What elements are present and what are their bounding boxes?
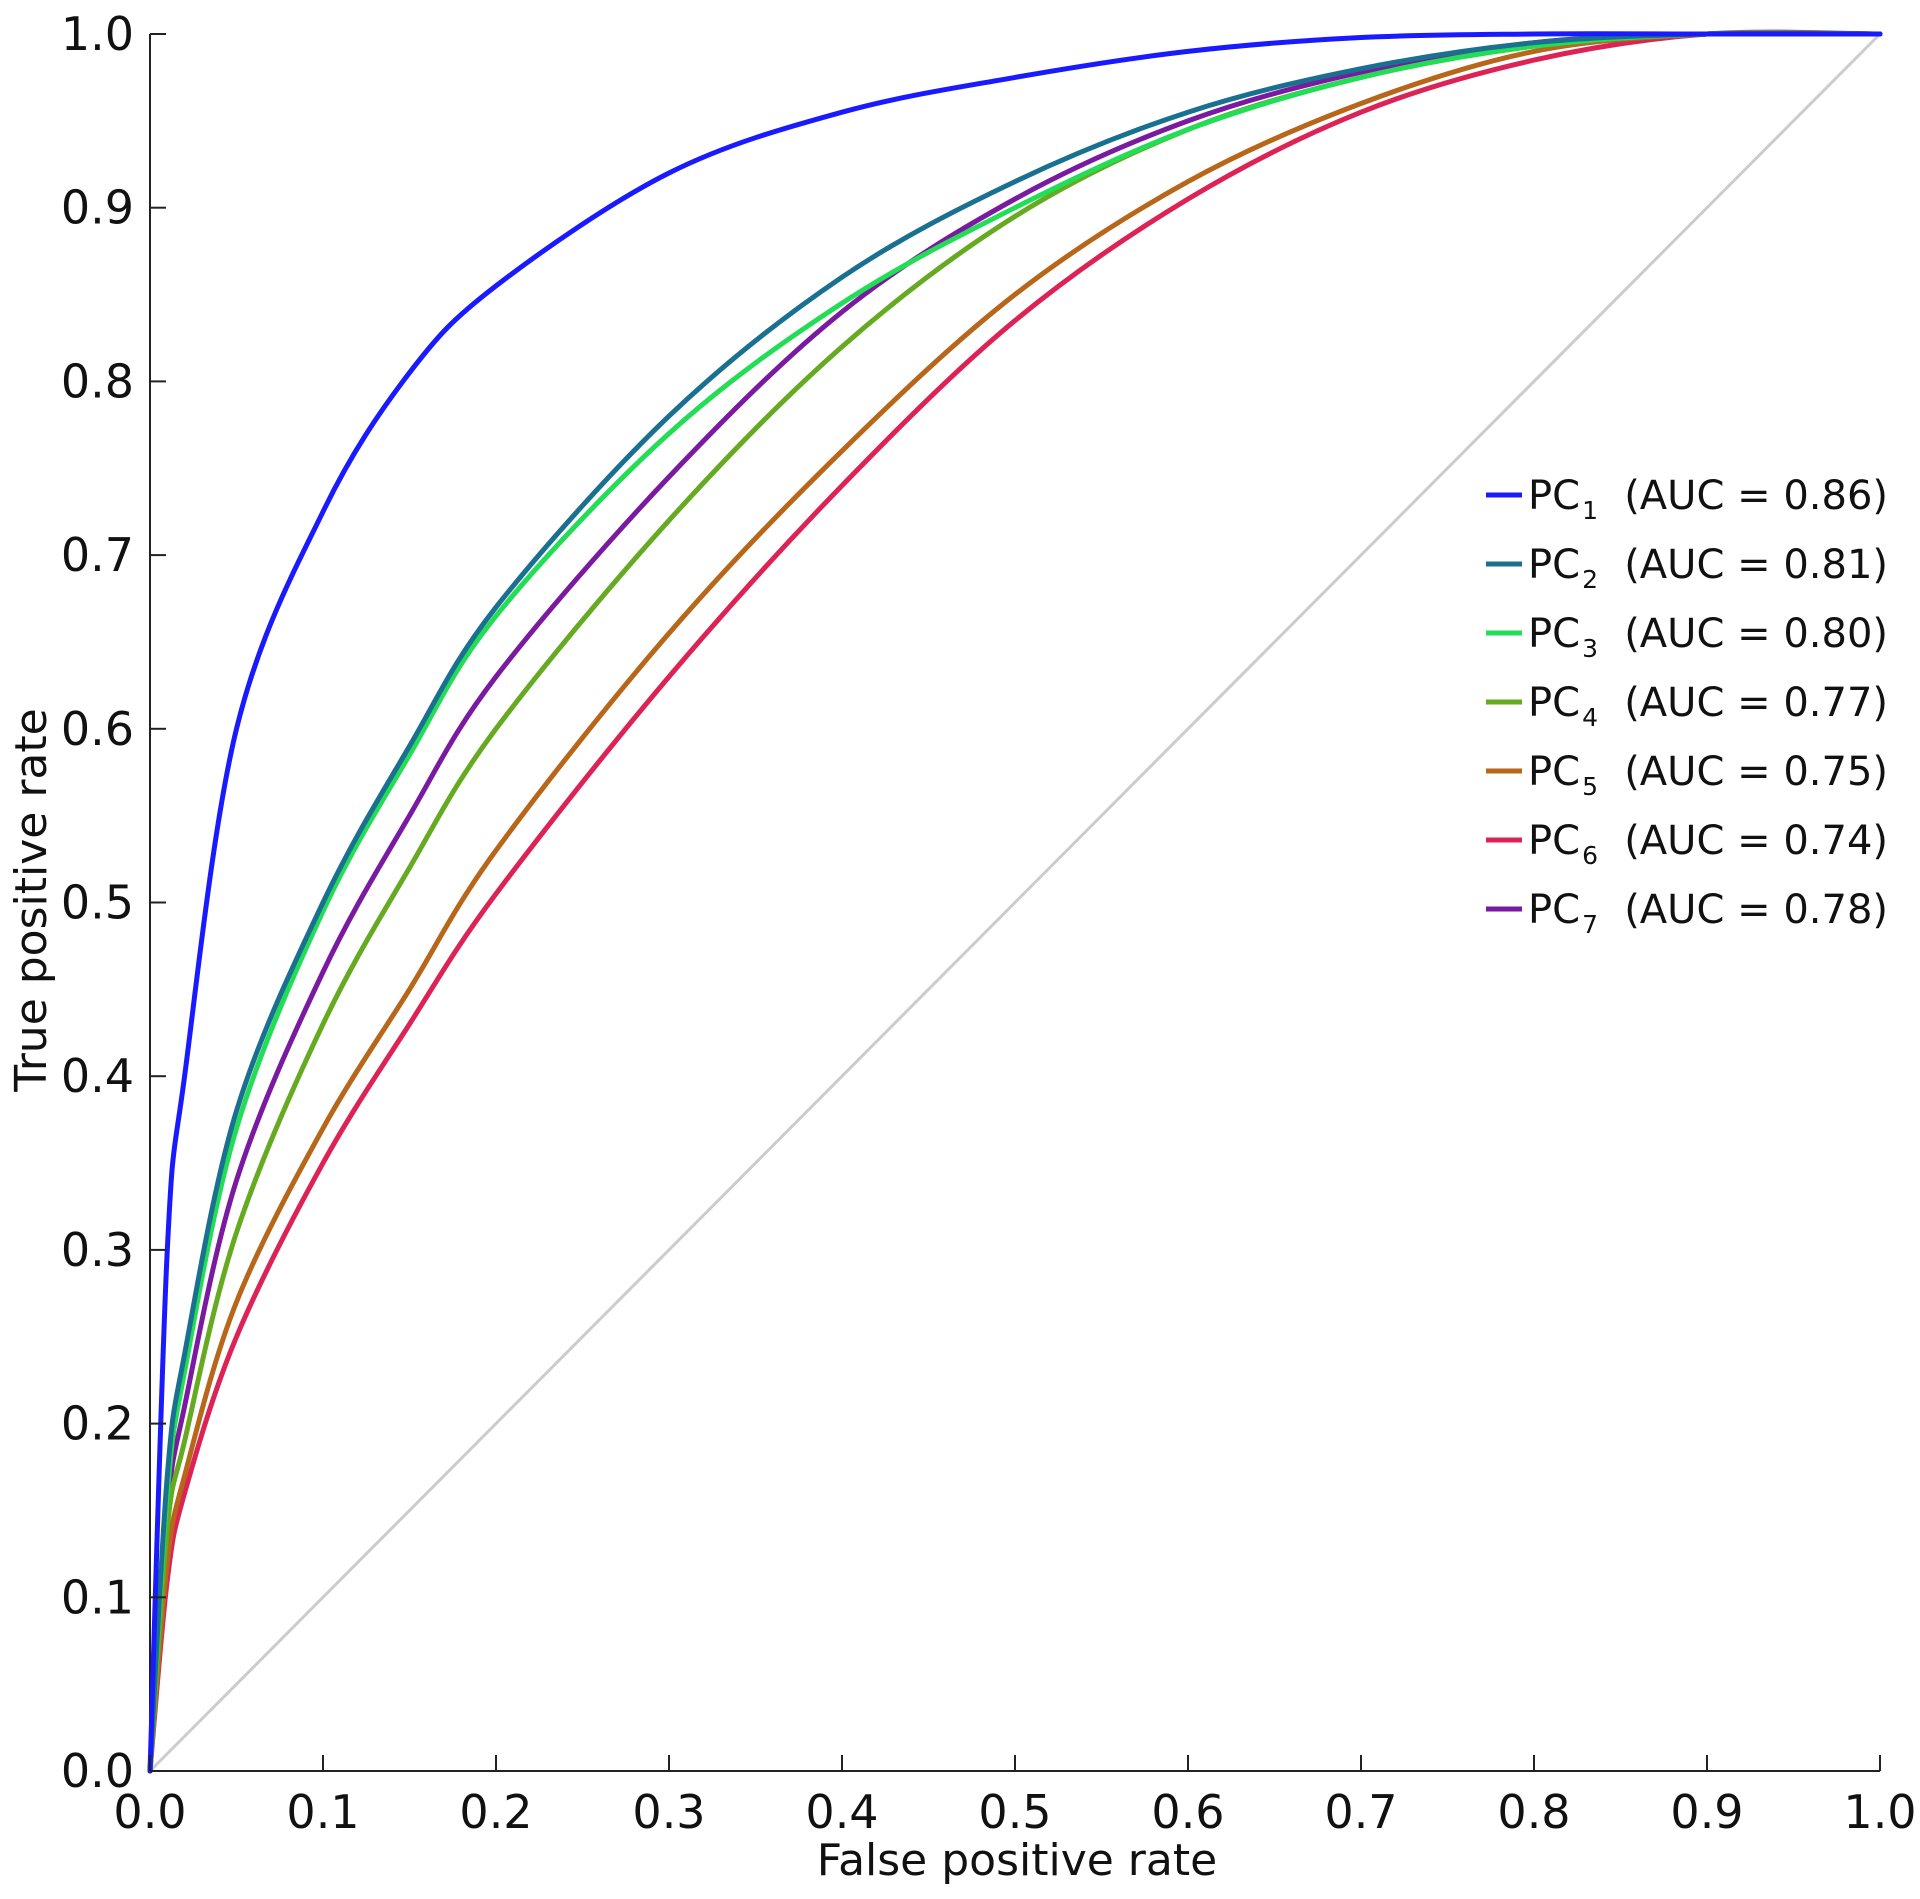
x-tick-label: 0.4 <box>805 1785 878 1839</box>
y-tick-label: 0.3 <box>61 1223 134 1277</box>
legend-series-name: PC <box>1528 887 1580 933</box>
y-tick-labels: 0.0 0.1 0.2 0.3 0.4 0.5 0.6 0.7 0.8 0.9 1.0 <box>61 7 166 1798</box>
legend-auc-label: (AUC = 0.86) <box>1624 473 1888 519</box>
legend-auc-label: (AUC = 0.81) <box>1624 542 1888 588</box>
x-tick-label: 0.1 <box>286 1785 359 1839</box>
legend-series-subscript: 7 <box>1582 910 1598 939</box>
legend-auc-label: (AUC = 0.78) <box>1624 887 1888 933</box>
x-tick-label: 1.0 <box>1843 1785 1916 1839</box>
legend-series-name: PC <box>1528 680 1580 726</box>
legend-entry-pc4: PC 4 (AUC = 0.77) <box>1486 680 1888 732</box>
legend-entry-pc2: PC 2 (AUC = 0.81) <box>1486 542 1888 594</box>
y-axis-label: True positive rate <box>6 708 57 1092</box>
legend-entry-pc3: PC 3 (AUC = 0.80) <box>1486 611 1888 663</box>
x-tick-label: 0.9 <box>1670 1785 1743 1839</box>
legend-entry-pc7: PC 7 (AUC = 0.78) <box>1486 887 1888 939</box>
x-tick-label: 0.5 <box>978 1785 1051 1839</box>
legend-entry-pc5: PC 5 (AUC = 0.75) <box>1486 749 1888 801</box>
chance-diagonal-line <box>148 32 1882 1773</box>
y-tick-label: 0.6 <box>61 702 134 756</box>
legend-auc-label: (AUC = 0.75) <box>1624 749 1888 795</box>
x-tick-label: 0.7 <box>1324 1785 1397 1839</box>
roc-curve-pc5 <box>147 30 1883 1774</box>
legend-series-name: PC <box>1528 542 1580 588</box>
y-tick-label: 0.0 <box>61 1744 134 1798</box>
legend-series-subscript: 3 <box>1582 634 1598 663</box>
y-tick-label: 0.4 <box>61 1049 134 1103</box>
legend-auc-label: (AUC = 0.74) <box>1624 818 1888 864</box>
y-tick-label: 0.5 <box>61 876 134 930</box>
legend-auc-label: (AUC = 0.80) <box>1624 611 1888 657</box>
roc-curve-pc6 <box>147 29 1883 1774</box>
y-tick-label: 1.0 <box>61 7 134 61</box>
legend: PC 1 (AUC = 0.86)PC 2 (AUC = 0.81)PC 3 (AUC = … <box>1486 473 1888 939</box>
legend-series-name: PC <box>1528 749 1580 795</box>
x-tick-labels: 0.0 0.1 0.2 0.3 0.4 0.5 0.6 0.7 0.8 0.9 1.0 <box>113 1755 1917 1839</box>
x-tick-label: 0.6 <box>1151 1785 1224 1839</box>
x-tick-label: 0.0 <box>113 1785 186 1839</box>
legend-series-subscript: 2 <box>1582 565 1598 594</box>
legend-auc-label: (AUC = 0.77) <box>1624 680 1888 726</box>
x-axis-label: False positive rate <box>817 1835 1217 1886</box>
x-tick-label: 0.2 <box>459 1785 532 1839</box>
reference-layer <box>148 32 1882 1773</box>
roc-curve-pc3 <box>147 30 1883 1774</box>
legend-entry-pc1: PC 1 (AUC = 0.86) <box>1486 473 1888 525</box>
y-tick-label: 0.2 <box>61 1397 134 1451</box>
roc-curve-pc2 <box>147 30 1883 1774</box>
roc-curve-pc1 <box>147 31 1883 1774</box>
x-tick-label: 0.8 <box>1497 1785 1570 1839</box>
y-tick-label: 0.1 <box>61 1570 134 1624</box>
y-tick-label: 0.8 <box>61 354 134 408</box>
legend-series-subscript: 4 <box>1582 703 1598 732</box>
series-layer <box>147 29 1883 1774</box>
legend-series-name: PC <box>1528 611 1580 657</box>
x-tick-label: 0.3 <box>632 1785 705 1839</box>
y-tick-label: 0.9 <box>61 181 134 235</box>
legend-series-subscript: 1 <box>1582 496 1598 525</box>
legend-series-name: PC <box>1528 473 1580 519</box>
legend-series-subscript: 5 <box>1582 772 1598 801</box>
legend-entry-pc6: PC 6 (AUC = 0.74) <box>1486 818 1888 870</box>
y-tick-label: 0.7 <box>61 528 134 582</box>
legend-series-name: PC <box>1528 818 1580 864</box>
legend-series-subscript: 6 <box>1582 841 1598 870</box>
